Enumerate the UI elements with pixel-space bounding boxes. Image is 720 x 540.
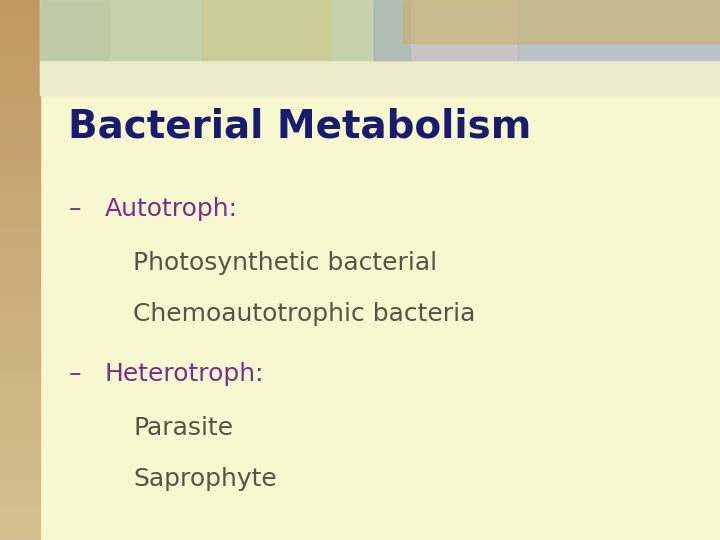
Bar bbox=[0, 270, 40, 279]
Bar bbox=[0, 360, 40, 369]
Bar bbox=[0, 495, 40, 504]
Bar bbox=[0, 36, 40, 45]
Bar bbox=[0, 513, 40, 522]
Bar bbox=[0, 225, 40, 234]
Bar bbox=[0, 288, 40, 297]
Bar bbox=[403, 0, 720, 43]
Bar bbox=[0, 90, 40, 99]
Bar bbox=[0, 441, 40, 450]
Text: –: – bbox=[68, 197, 81, 221]
Text: Saprophyte: Saprophyte bbox=[133, 467, 277, 491]
Bar bbox=[0, 342, 40, 351]
Bar bbox=[0, 423, 40, 432]
Text: Parasite: Parasite bbox=[133, 416, 233, 440]
Bar bbox=[410, 0, 518, 62]
Bar bbox=[0, 315, 40, 324]
Bar bbox=[0, 459, 40, 468]
Text: Bacterial Metabolism: Bacterial Metabolism bbox=[68, 108, 532, 146]
Bar bbox=[0, 522, 40, 531]
Bar bbox=[0, 414, 40, 423]
Bar bbox=[0, 63, 40, 72]
Bar bbox=[40, 62, 720, 94]
Bar bbox=[0, 189, 40, 198]
Bar bbox=[0, 252, 40, 261]
Bar bbox=[0, 0, 40, 9]
Bar bbox=[0, 468, 40, 477]
Bar bbox=[0, 333, 40, 342]
Text: –: – bbox=[68, 362, 81, 386]
Text: Chemoautotrophic bacteria: Chemoautotrophic bacteria bbox=[133, 302, 476, 326]
Bar bbox=[0, 180, 40, 189]
Bar bbox=[0, 450, 40, 459]
Bar bbox=[0, 504, 40, 513]
Bar bbox=[374, 0, 410, 62]
Bar bbox=[0, 378, 40, 387]
Bar bbox=[0, 45, 40, 54]
Bar bbox=[40, 0, 108, 62]
Bar bbox=[0, 387, 40, 396]
Bar bbox=[0, 486, 40, 495]
Bar bbox=[0, 324, 40, 333]
Bar bbox=[0, 18, 40, 27]
Bar bbox=[0, 297, 40, 306]
Bar bbox=[0, 531, 40, 540]
Bar bbox=[0, 162, 40, 171]
Bar bbox=[0, 369, 40, 378]
Bar bbox=[40, 0, 720, 94]
Text: Heterotroph:: Heterotroph: bbox=[104, 362, 264, 386]
Bar bbox=[40, 0, 108, 62]
Bar bbox=[0, 216, 40, 225]
Bar bbox=[0, 126, 40, 135]
Bar bbox=[0, 243, 40, 252]
Bar bbox=[0, 405, 40, 414]
Bar bbox=[0, 306, 40, 315]
Bar bbox=[0, 135, 40, 144]
Bar bbox=[0, 234, 40, 243]
Text: Autotroph:: Autotroph: bbox=[104, 197, 238, 221]
Bar bbox=[0, 153, 40, 162]
Bar bbox=[0, 432, 40, 441]
Bar bbox=[0, 198, 40, 207]
Bar bbox=[0, 117, 40, 126]
Bar bbox=[0, 279, 40, 288]
Bar bbox=[0, 9, 40, 18]
Bar bbox=[0, 477, 40, 486]
Bar bbox=[0, 207, 40, 216]
Bar bbox=[0, 144, 40, 153]
Bar bbox=[0, 171, 40, 180]
Bar bbox=[0, 396, 40, 405]
Bar bbox=[40, 0, 720, 94]
Bar bbox=[0, 99, 40, 108]
Bar bbox=[0, 81, 40, 90]
Bar bbox=[0, 54, 40, 63]
Bar bbox=[518, 0, 720, 62]
Text: Photosynthetic bacterial: Photosynthetic bacterial bbox=[133, 251, 437, 275]
Bar bbox=[108, 0, 374, 62]
Bar bbox=[0, 72, 40, 81]
Bar bbox=[0, 27, 40, 36]
Bar bbox=[0, 108, 40, 117]
Bar bbox=[0, 351, 40, 360]
Bar bbox=[202, 0, 331, 62]
Bar bbox=[0, 261, 40, 270]
